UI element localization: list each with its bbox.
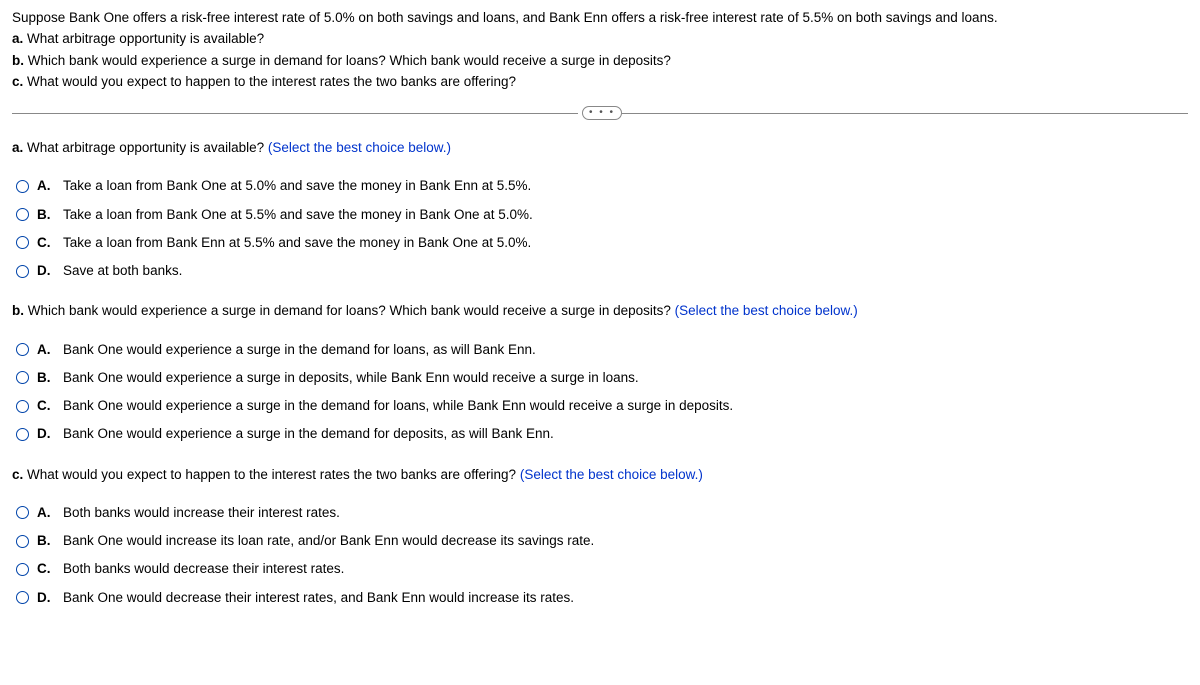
option-text: Save at both banks. — [63, 261, 182, 281]
intro-line-a: a. What arbitrage opportunity is availab… — [12, 29, 1188, 49]
option-text: Take a loan from Bank One at 5.0% and sa… — [63, 176, 531, 196]
option-c-D[interactable]: D. Bank One would decrease their interes… — [12, 584, 1188, 612]
question-c: c. What would you expect to happen to th… — [12, 465, 1188, 612]
option-letter: C. — [37, 559, 55, 579]
qb-prompt-text: Which bank would experience a surge in d… — [24, 303, 675, 318]
radio-icon[interactable] — [16, 535, 29, 548]
option-text: Bank One would increase its loan rate, a… — [63, 531, 594, 551]
option-letter: B. — [37, 368, 55, 388]
option-text: Bank One would decrease their interest r… — [63, 588, 574, 608]
intro-b-label: b. — [12, 53, 24, 68]
divider-line-right — [622, 113, 1188, 114]
option-text: Bank One would experience a surge in the… — [63, 340, 536, 360]
question-b-options: A. Bank One would experience a surge in … — [12, 336, 1188, 449]
option-b-C[interactable]: C. Bank One would experience a surge in … — [12, 392, 1188, 420]
option-letter: D. — [37, 261, 55, 281]
option-text: Both banks would increase their interest… — [63, 503, 340, 523]
option-c-B[interactable]: B. Bank One would increase its loan rate… — [12, 527, 1188, 555]
intro-a-label: a. — [12, 31, 23, 46]
qb-hint: (Select the best choice below.) — [675, 303, 858, 318]
question-c-prompt: c. What would you expect to happen to th… — [12, 465, 1188, 485]
intro-b-text: Which bank would experience a surge in d… — [24, 53, 671, 68]
option-b-D[interactable]: D. Bank One would experience a surge in … — [12, 420, 1188, 448]
qb-label: b. — [12, 303, 24, 318]
radio-icon[interactable] — [16, 265, 29, 278]
option-b-A[interactable]: A. Bank One would experience a surge in … — [12, 336, 1188, 364]
option-text: Bank One would experience a surge in the… — [63, 396, 733, 416]
qc-prompt-text: What would you expect to happen to the i… — [23, 467, 520, 482]
option-a-A[interactable]: A. Take a loan from Bank One at 5.0% and… — [12, 172, 1188, 200]
intro-c-label: c. — [12, 74, 23, 89]
option-letter: A. — [37, 340, 55, 360]
radio-icon[interactable] — [16, 428, 29, 441]
question-b-prompt: b. Which bank would experience a surge i… — [12, 301, 1188, 321]
problem-statement: Suppose Bank One offers a risk-free inte… — [12, 8, 1188, 92]
intro-line-c: c. What would you expect to happen to th… — [12, 72, 1188, 92]
option-c-C[interactable]: C. Both banks would decrease their inter… — [12, 555, 1188, 583]
radio-icon[interactable] — [16, 400, 29, 413]
radio-icon[interactable] — [16, 591, 29, 604]
qc-hint: (Select the best choice below.) — [520, 467, 703, 482]
qa-prompt-text: What arbitrage opportunity is available? — [23, 140, 268, 155]
radio-icon[interactable] — [16, 208, 29, 221]
option-letter: D. — [37, 424, 55, 444]
expand-button[interactable]: • • • — [582, 106, 622, 120]
option-letter: B. — [37, 531, 55, 551]
radio-icon[interactable] — [16, 343, 29, 356]
radio-icon[interactable] — [16, 506, 29, 519]
option-a-D[interactable]: D. Save at both banks. — [12, 257, 1188, 285]
option-letter: C. — [37, 396, 55, 416]
option-a-B[interactable]: B. Take a loan from Bank One at 5.5% and… — [12, 201, 1188, 229]
option-text: Take a loan from Bank One at 5.5% and sa… — [63, 205, 533, 225]
intro-c-text: What would you expect to happen to the i… — [23, 74, 516, 89]
qa-hint: (Select the best choice below.) — [268, 140, 451, 155]
question-a-options: A. Take a loan from Bank One at 5.0% and… — [12, 172, 1188, 285]
qa-label: a. — [12, 140, 23, 155]
question-a-prompt: a. What arbitrage opportunity is availab… — [12, 138, 1188, 158]
question-a: a. What arbitrage opportunity is availab… — [12, 138, 1188, 285]
radio-icon[interactable] — [16, 563, 29, 576]
option-text: Bank One would experience a surge in dep… — [63, 368, 639, 388]
option-b-B[interactable]: B. Bank One would experience a surge in … — [12, 364, 1188, 392]
option-letter: A. — [37, 176, 55, 196]
intro-line1: Suppose Bank One offers a risk-free inte… — [12, 8, 1188, 28]
radio-icon[interactable] — [16, 371, 29, 384]
option-letter: A. — [37, 503, 55, 523]
divider-line-left — [12, 113, 578, 114]
option-c-A[interactable]: A. Both banks would increase their inter… — [12, 499, 1188, 527]
divider: • • • — [12, 106, 1188, 120]
option-a-C[interactable]: C. Take a loan from Bank Enn at 5.5% and… — [12, 229, 1188, 257]
intro-a-text: What arbitrage opportunity is available? — [23, 31, 264, 46]
question-b: b. Which bank would experience a surge i… — [12, 301, 1188, 448]
option-text: Take a loan from Bank Enn at 5.5% and sa… — [63, 233, 531, 253]
option-letter: B. — [37, 205, 55, 225]
option-letter: C. — [37, 233, 55, 253]
qc-label: c. — [12, 467, 23, 482]
option-text: Both banks would decrease their interest… — [63, 559, 344, 579]
option-text: Bank One would experience a surge in the… — [63, 424, 554, 444]
intro-line-b: b. Which bank would experience a surge i… — [12, 51, 1188, 71]
question-c-options: A. Both banks would increase their inter… — [12, 499, 1188, 612]
radio-icon[interactable] — [16, 180, 29, 193]
option-letter: D. — [37, 588, 55, 608]
radio-icon[interactable] — [16, 236, 29, 249]
